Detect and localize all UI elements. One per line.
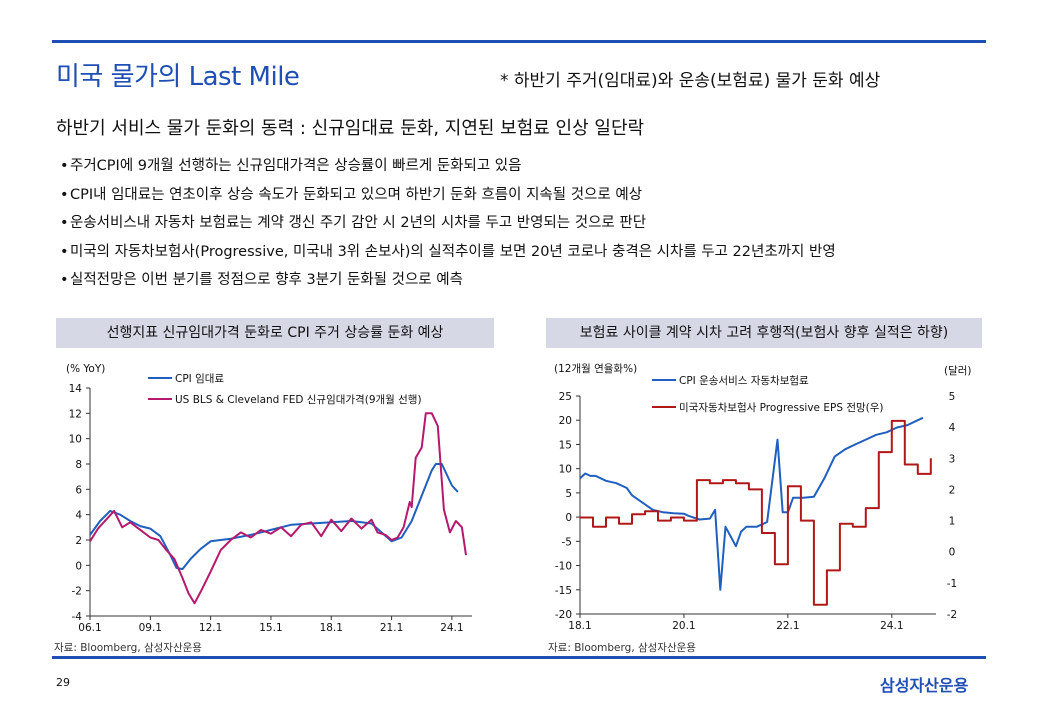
- series-line-new_rent: [89, 412, 467, 605]
- y-right-tick-label: 4: [949, 422, 956, 434]
- legend-label: CPI 임대료: [175, 372, 224, 385]
- section-subtitle: 하반기 서비스 물가 둔화의 동력 : 신규임대료 둔화, 지연된 보험료 인상…: [56, 118, 645, 139]
- y-right-tick-label: -1: [947, 578, 957, 590]
- y-right-tick-label: 3: [949, 453, 956, 465]
- y-tick-label: 10: [559, 464, 572, 476]
- x-tick-label: 20.1: [672, 620, 695, 632]
- list-item: •CPI내 임대료는 연초이후 상승 속도가 둔화되고 있으며 하반기 둔화 흐…: [60, 186, 643, 203]
- y-tick-label: 5: [565, 488, 572, 500]
- x-tick-label: 18.1: [568, 620, 591, 632]
- legend-label: 미국자동차보험사 Progressive EPS 전망(우): [679, 402, 884, 414]
- page-title: 미국 물가의 Last Mile: [56, 62, 300, 92]
- y-tick-label: 12: [69, 408, 82, 420]
- bottom-rule: [52, 656, 986, 659]
- x-tick-label: 18.1: [320, 622, 343, 634]
- list-item: •미국의 자동차보험사(Progressive, 미국내 3위 손보사)의 실적…: [60, 243, 836, 260]
- list-item: •운송서비스내 자동차 보험료는 계약 갱신 주기 감안 시 2년의 시차를 두…: [60, 215, 647, 231]
- x-tick-label: 09.1: [139, 622, 162, 634]
- y-tick-label: 0: [75, 560, 82, 572]
- x-tick-label: 21.1: [380, 622, 403, 634]
- x-tick-label: 12.1: [199, 622, 222, 634]
- y-tick-label: 15: [559, 439, 572, 451]
- list-item: •실적전망은 이번 분기를 정점으로 향후 3분기 둔화될 것으로 예측: [60, 272, 463, 288]
- legend: CPI 임대료 US BLS & Cleveland FED 신규임대가격(9개월…: [148, 372, 422, 406]
- page-number: 29: [56, 676, 70, 689]
- x-tick-label: 15.1: [259, 622, 282, 634]
- series-line-eps: [580, 419, 932, 606]
- y-tick-label: 8: [75, 459, 82, 471]
- x-tick-label: 06.1: [78, 622, 101, 634]
- y-tick-label: -5: [562, 536, 572, 548]
- y-tick-label: 0: [565, 512, 572, 524]
- x-tick-label: 24.1: [880, 620, 903, 632]
- list-item: •주거CPI에 9개월 선행하는 신규임대가격은 상승률이 빠르게 둔화되고 있…: [60, 158, 522, 174]
- y-tick-label: -15: [555, 585, 572, 597]
- x-tick-label: 24.1: [440, 622, 463, 634]
- y-right-tick-label: 2: [949, 484, 956, 496]
- y-right-tick-label: 5: [949, 391, 956, 403]
- y-right-tick-label: 1: [949, 516, 956, 528]
- legend-label: US BLS & Cleveland FED 신규임대가격(9개월 선행): [175, 393, 422, 406]
- y-tick-label: 6: [75, 484, 82, 496]
- right-chart-source: 자료: Bloomberg, 삼성자산운용: [548, 642, 696, 654]
- y-tick-label: 14: [69, 383, 83, 395]
- legend-label: CPI 운송서비스 자동차보험료: [679, 375, 809, 387]
- y-right-tick-label: -2: [947, 609, 957, 621]
- series-line-cpi_rent: [89, 463, 459, 571]
- y-tick-label: -4: [72, 611, 83, 623]
- right-chart-header: 보험료 사이클 계약 시차 고려 후행적(보험사 향후 실적은 하향): [546, 318, 982, 348]
- y-tick-label: -2: [72, 586, 82, 598]
- y-tick-label: 4: [75, 510, 82, 522]
- header-note: * 하반기 주거(임대료)와 운송(보험료) 물가 둔화 예상: [500, 71, 881, 91]
- company-logo: 삼성자산운용: [880, 676, 969, 695]
- y-axis-left-label: (12개월 연율화%): [554, 363, 637, 375]
- x-tick-label: 22.1: [776, 620, 799, 632]
- left-chart-source: 자료: Bloomberg, 삼성자산운용: [54, 642, 202, 654]
- y-tick-label: -20: [555, 609, 572, 621]
- left-chart: (% YoY) CPI 임대료 US BLS & Cleveland FED 신규…: [66, 363, 472, 634]
- y-axis-right-label: (달러): [944, 365, 972, 377]
- y-tick-label: 10: [69, 434, 82, 446]
- top-rule: [52, 40, 986, 43]
- y-right-tick-label: 0: [949, 547, 956, 559]
- left-chart-header: 선행지표 신규임대가격 둔화로 CPI 주거 상승률 둔화 예상: [56, 318, 494, 348]
- bullet-list: •주거CPI에 9개월 선행하는 신규임대가격은 상승률이 빠르게 둔화되고 있…: [60, 152, 836, 295]
- y-tick-label: 25: [559, 391, 572, 403]
- y-axis-label: (% YoY): [66, 363, 105, 375]
- y-tick-label: -10: [555, 561, 572, 573]
- series-line-cpi_auto: [579, 416, 924, 591]
- y-tick-label: 2: [75, 535, 82, 547]
- right-chart: (12개월 연율화%) (달러) CPI 운송서비스 자동차보험료미국자동차보험…: [554, 363, 972, 632]
- y-tick-label: 20: [559, 415, 572, 427]
